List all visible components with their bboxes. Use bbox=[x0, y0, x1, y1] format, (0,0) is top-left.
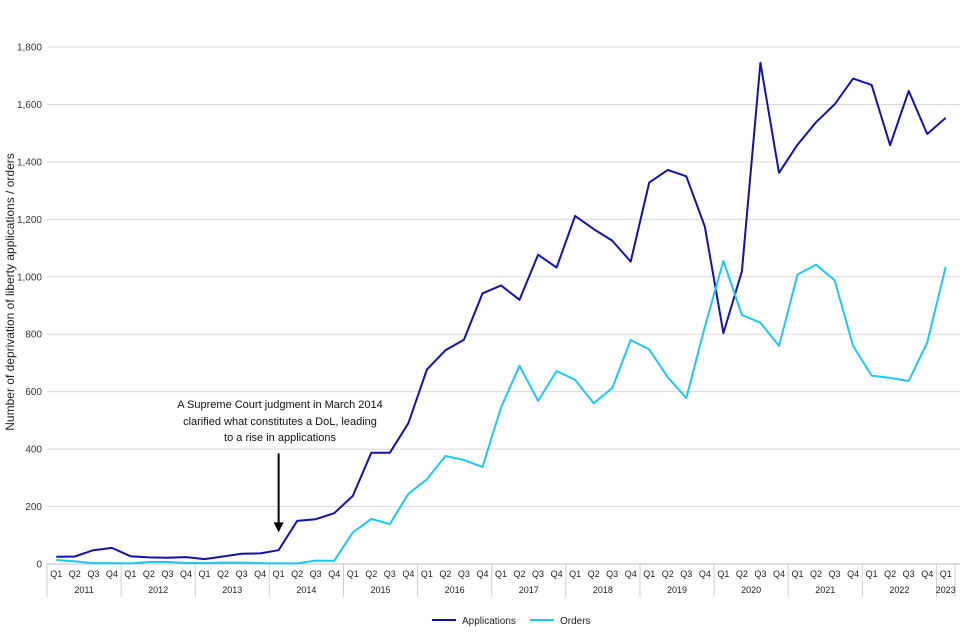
x-tick-label: Q1 bbox=[273, 569, 285, 579]
x-tick-label: Q2 bbox=[662, 569, 674, 579]
x-tick-label: Q3 bbox=[236, 569, 248, 579]
x-tick-label: Q3 bbox=[87, 569, 99, 579]
annotation-line-3: to a rise in applications bbox=[224, 432, 336, 444]
legend-label-applications: Applications bbox=[462, 616, 516, 627]
x-tick-label: Q1 bbox=[643, 569, 655, 579]
year-label: 2018 bbox=[593, 585, 613, 595]
x-tick-label: Q4 bbox=[254, 569, 266, 579]
gridlines bbox=[47, 46, 960, 565]
legend: Applications Orders bbox=[432, 616, 591, 627]
x-tick-label: Q4 bbox=[921, 569, 933, 579]
x-tick-label: Q4 bbox=[625, 569, 637, 579]
year-label: 2023 bbox=[936, 585, 956, 595]
x-tick-label: Q3 bbox=[384, 569, 396, 579]
y-tick-label: 1,600 bbox=[17, 100, 42, 111]
x-tick-label: Q3 bbox=[532, 569, 544, 579]
x-tick-label: Q4 bbox=[476, 569, 488, 579]
x-tick-label: Q1 bbox=[717, 569, 729, 579]
x-tick-label: Q1 bbox=[569, 569, 581, 579]
x-tick-label: Q3 bbox=[829, 569, 841, 579]
x-tick-label: Q2 bbox=[69, 569, 81, 579]
x-tick-label: Q2 bbox=[884, 569, 896, 579]
x-tick-label: Q4 bbox=[106, 569, 118, 579]
x-tick-label: Q1 bbox=[940, 569, 952, 579]
x-tick-label: Q3 bbox=[903, 569, 915, 579]
series-line-orders bbox=[56, 260, 947, 565]
x-tick-label: Q2 bbox=[365, 569, 377, 579]
x-tick-label: Q1 bbox=[791, 569, 803, 579]
annotation-line-2: clarified what constitutes a DoL, leadin… bbox=[183, 416, 377, 428]
x-tick-label: Q1 bbox=[124, 569, 136, 579]
year-label: 2017 bbox=[519, 585, 539, 595]
x-tick-label: Q1 bbox=[199, 569, 211, 579]
x-tick-label: Q3 bbox=[161, 569, 173, 579]
annotation-line-1: A Supreme Court judgment in March 2014 bbox=[177, 399, 382, 411]
year-label: 2011 bbox=[74, 585, 93, 595]
annotation: A Supreme Court judgment in March 2014 c… bbox=[177, 399, 383, 533]
year-label: 2012 bbox=[148, 585, 168, 595]
x-tick-label: Q2 bbox=[810, 569, 822, 579]
year-label: 2021 bbox=[815, 585, 835, 595]
x-tick-label: Q2 bbox=[143, 569, 155, 579]
y-axis-ticks: 0 200 400 600 800 1,000 1,200 1,400 1,600 1,800 bbox=[17, 43, 42, 571]
x-tick-label: Q4 bbox=[180, 569, 192, 579]
x-tick-label: Q3 bbox=[458, 569, 470, 579]
x-tick-label: Q2 bbox=[514, 569, 526, 579]
y-tick-label: 0 bbox=[36, 560, 42, 571]
x-tick-label: Q1 bbox=[866, 569, 878, 579]
x-tick-label: Q2 bbox=[736, 569, 748, 579]
x-tick-label: Q1 bbox=[421, 569, 433, 579]
x-tick-label: Q1 bbox=[495, 569, 507, 579]
annotation-arrow-head bbox=[273, 522, 284, 533]
x-tick-label: Q3 bbox=[680, 569, 692, 579]
x-tick-label: Q4 bbox=[402, 569, 414, 579]
x-tick-label: Q1 bbox=[50, 569, 62, 579]
x-tick-label: Q1 bbox=[347, 569, 359, 579]
x-axis: Q1 Q2 Q3 Q4 Q1 Q2 Q3 Q4 Q1 Q2 Q3 Q4 Q1 Q2 Q3 Q4 Q1 Q2 Q3 Q4… bbox=[46, 564, 956, 597]
y-tick-label: 800 bbox=[25, 330, 42, 341]
x-tick-label: Q3 bbox=[754, 569, 766, 579]
x-tick-label: Q3 bbox=[606, 569, 618, 579]
x-tick-label: Q4 bbox=[551, 569, 563, 579]
series-line-applications bbox=[56, 61, 947, 561]
y-tick-label: 400 bbox=[25, 445, 42, 456]
y-tick-label: 1,200 bbox=[17, 215, 42, 226]
y-axis-label: Number of deprivation of liberty applica… bbox=[3, 153, 17, 430]
series-lines bbox=[56, 61, 947, 565]
x-tick-label: Q4 bbox=[328, 569, 340, 579]
year-label: 2020 bbox=[741, 585, 761, 595]
year-label: 2015 bbox=[371, 585, 391, 595]
x-tick-label: Q2 bbox=[291, 569, 303, 579]
legend-label-orders: Orders bbox=[560, 616, 591, 627]
year-label: 2014 bbox=[296, 585, 316, 595]
y-tick-label: 1,800 bbox=[17, 43, 42, 54]
x-tick-label: Q4 bbox=[699, 569, 711, 579]
y-tick-label: 1,400 bbox=[17, 157, 42, 168]
year-label: 2019 bbox=[667, 585, 687, 595]
x-tick-label: Q2 bbox=[217, 569, 229, 579]
x-tick-label: Q4 bbox=[773, 569, 785, 579]
y-tick-label: 1,000 bbox=[17, 272, 42, 283]
x-tick-label: Q4 bbox=[847, 569, 859, 579]
y-tick-label: 600 bbox=[25, 387, 42, 398]
x-tick-label: Q2 bbox=[439, 569, 451, 579]
y-tick-label: 200 bbox=[25, 502, 42, 513]
year-label: 2016 bbox=[445, 585, 465, 595]
year-label: 2022 bbox=[889, 585, 909, 595]
x-tick-label: Q3 bbox=[310, 569, 322, 579]
x-tick-label: Q2 bbox=[588, 569, 600, 579]
year-label: 2013 bbox=[222, 585, 242, 595]
